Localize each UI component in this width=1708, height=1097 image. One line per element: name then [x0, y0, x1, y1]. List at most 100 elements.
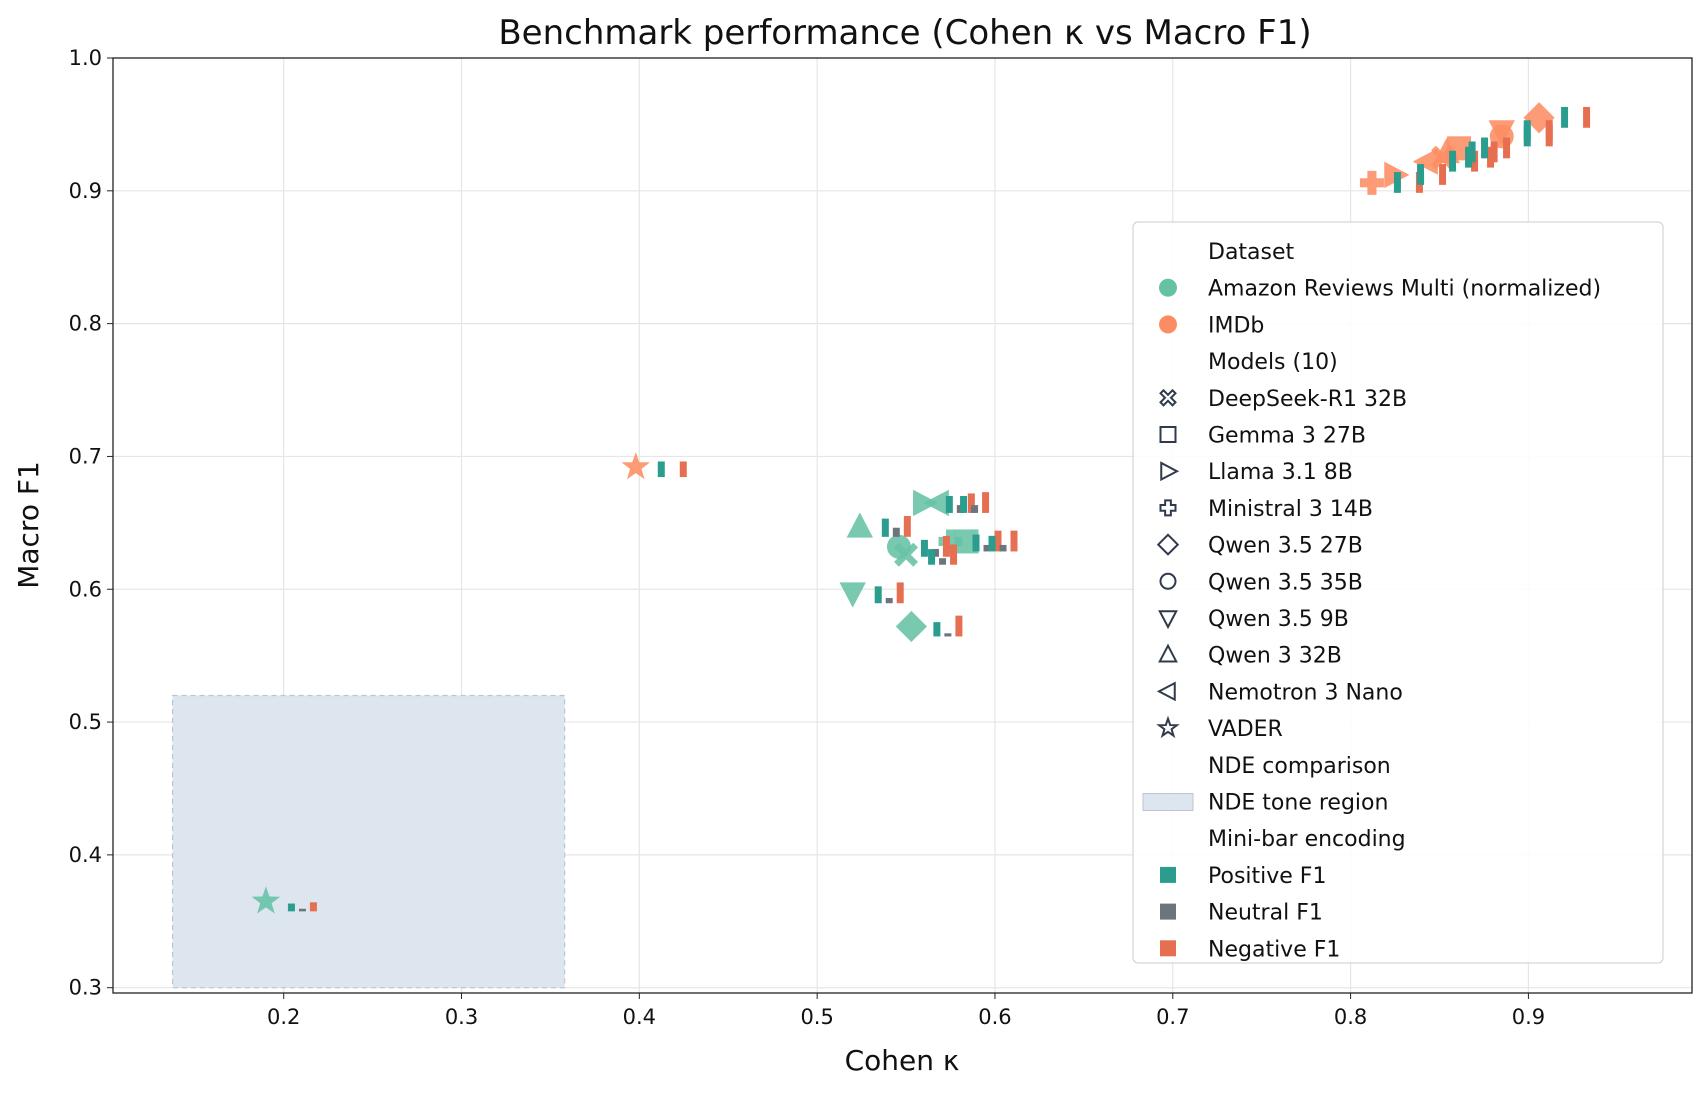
x-tick-label: 0.4	[623, 1005, 656, 1029]
mini-bar-negative	[955, 615, 963, 637]
data-point-qwen-3-5-9b	[839, 582, 866, 608]
x-tick-label: 0.2	[267, 1005, 300, 1029]
mini-bar-positive	[933, 622, 941, 637]
mini-bar-positive	[1417, 164, 1425, 185]
legend: Dataset Amazon Reviews Multi (normalized)…	[1132, 221, 1664, 964]
mini-bar-positive	[972, 534, 980, 552]
legend-dataset-marker	[1159, 278, 1177, 297]
legend-dataset-label: IMDb	[1208, 313, 1264, 338]
mini-bar-positive	[928, 549, 936, 565]
mini-bar-negative	[1545, 125, 1553, 147]
mini-bar-negative	[896, 582, 904, 604]
mini-bar-neutral	[892, 527, 900, 537]
mini-bar-positive	[1393, 172, 1401, 193]
legend-model-label: Gemma 3 27B	[1208, 424, 1366, 449]
mini-bar-positive	[945, 496, 953, 513]
y-tick-label: 0.3	[69, 976, 102, 1000]
y-tick-label: 0.5	[69, 710, 102, 734]
legend-model-label: Qwen 3.5 9B	[1208, 607, 1349, 632]
x-axis-label: Cohen κ	[845, 1044, 960, 1077]
legend-model-marker-icon	[1156, 681, 1176, 702]
legend-model-label: Qwen 3 32B	[1208, 644, 1342, 669]
mini-bar-positive	[1465, 146, 1473, 168]
legend-minibar-swatch	[1160, 940, 1176, 957]
legend-minibar-swatch	[1160, 903, 1176, 920]
mini-bar-neutral	[999, 544, 1007, 552]
mini-bar-negative	[1487, 146, 1495, 168]
nde-tone-region	[171, 694, 566, 989]
legend-nde-label: NDE tone region	[1208, 791, 1388, 816]
legend-model-marker-icon	[1159, 426, 1177, 443]
mini-bar-positive	[1468, 141, 1476, 163]
legend-title-nde: NDE comparison	[1208, 754, 1391, 779]
legend-dataset-marker	[1159, 315, 1177, 334]
mini-bar-positive	[960, 496, 968, 513]
mini-bar-positive	[1523, 125, 1531, 147]
mini-bar-neutral	[944, 633, 952, 637]
x-tick-label: 0.5	[800, 1005, 833, 1029]
y-tick-label: 0.7	[69, 444, 102, 468]
data-points	[251, 102, 1591, 914]
mini-bar-positive	[1481, 137, 1489, 159]
data-point-nemotron-3-nano	[1412, 148, 1438, 175]
legend-model-label: Qwen 3.5 35B	[1208, 570, 1363, 595]
legend-minibar-swatch	[1160, 866, 1176, 883]
mini-bar-negative	[679, 461, 687, 478]
mini-bar-negative	[1490, 141, 1498, 163]
legend-model-label: DeepSeek-R1 32B	[1208, 387, 1407, 412]
legend-model-label: Qwen 3.5 27B	[1208, 534, 1363, 559]
legend-model-marker-icon	[1158, 643, 1178, 663]
legend-model-marker-icon	[1158, 610, 1178, 630]
y-tick-label: 0.8	[69, 312, 102, 336]
x-tick-label: 0.3	[445, 1005, 478, 1029]
x-tick-label: 0.6	[978, 1005, 1011, 1029]
mini-bar-negative	[1010, 530, 1018, 552]
data-point-ministral-3-14b	[1359, 170, 1384, 195]
mini-bar-negative	[309, 902, 317, 912]
legend-box	[1132, 221, 1664, 964]
legend-nde-swatch	[1142, 793, 1194, 811]
y-tick-label: 1.0	[69, 46, 102, 70]
data-point-qwen-3-5-27b	[1523, 102, 1555, 134]
y-tick-label: 0.4	[69, 843, 102, 867]
mini-bar-positive	[920, 539, 928, 557]
mini-bar-positive	[1449, 150, 1457, 172]
legend-model-marker-icon	[1156, 533, 1180, 556]
legend-model-marker-icon	[1156, 715, 1180, 739]
legend-model-label: Nemotron 3 Nano	[1208, 680, 1403, 705]
mini-bar-positive	[287, 903, 295, 912]
x-tick-label: 0.7	[1156, 1005, 1189, 1029]
legend-title-dataset: Dataset	[1208, 240, 1295, 265]
mini-bar-negative	[942, 535, 950, 557]
mini-bar-negative	[950, 544, 958, 565]
x-tick-label: 0.8	[1334, 1005, 1367, 1029]
axis-ticks: 0.2 0.3 0.4 0.5 0.6 0.7 0.8 0.9 0.3 0.4 0.5 0.6 0.7 0…	[69, 46, 1546, 1029]
legend-dataset-label: Amazon Reviews Multi (normalized)	[1208, 277, 1601, 302]
data-point-nemotron-3-nano	[923, 489, 949, 517]
legend-model-label: Llama 3.1 8B	[1208, 460, 1353, 485]
legend-title-models: Models (10)	[1208, 350, 1338, 375]
chart-title: Benchmark performance (Cohen κ vs Macro …	[498, 13, 1311, 53]
legend-minibar-label: Negative F1	[1208, 937, 1340, 962]
mini-bar-neutral	[298, 908, 306, 912]
data-point-ministral-3-14b	[938, 529, 963, 554]
nde-region	[171, 694, 566, 989]
y-tick-label: 0.9	[69, 179, 102, 203]
mini-bar-neutral	[931, 548, 939, 557]
legend-model-label: VADER	[1208, 717, 1283, 742]
mini-bar-positive	[657, 461, 665, 478]
mini-bar-negative	[903, 516, 911, 537]
mini-bar-negative	[994, 530, 1002, 552]
data-point-qwen-3-32b	[846, 512, 874, 538]
mini-bar-positive	[1561, 106, 1569, 128]
legend-model-marker-icon	[1159, 388, 1177, 407]
mini-bar-negative	[982, 492, 990, 513]
data-point-vader	[251, 886, 281, 914]
data-point-qwen-3-5-27b	[895, 610, 927, 643]
legend-title-minibar: Mini-bar encoding	[1208, 827, 1406, 852]
x-tick-label: 0.9	[1512, 1005, 1545, 1029]
mini-bar-neutral	[939, 558, 947, 565]
mini-bar-neutral	[983, 544, 991, 552]
mini-bar-neutral	[971, 505, 979, 513]
